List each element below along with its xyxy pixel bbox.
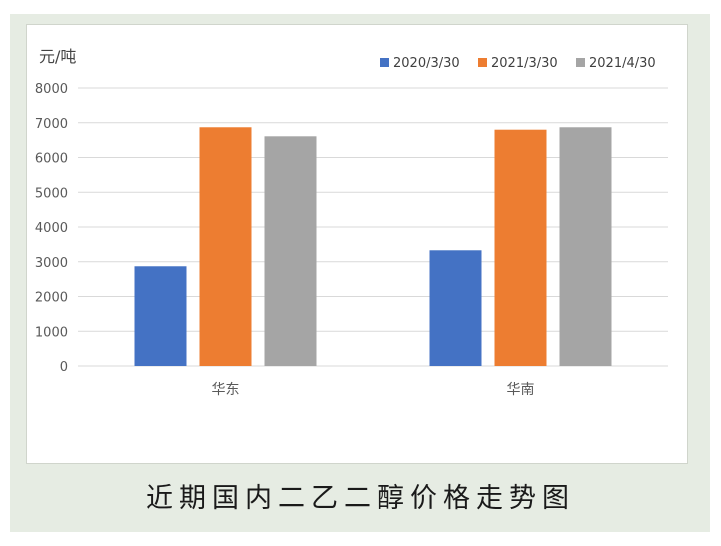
bars-layer xyxy=(134,127,612,366)
figure-caption: 近期国内二乙二醇价格走势图 xyxy=(146,483,575,514)
bar xyxy=(559,127,612,366)
y-tick-label: 1000 xyxy=(35,325,68,340)
legend-label: 2021/4/30 xyxy=(589,56,656,71)
y-tick-label: 8000 xyxy=(35,82,68,97)
legend-swatch xyxy=(576,58,585,67)
y-axis-unit-label: 元/吨 xyxy=(39,47,76,66)
legend: 2020/3/30 2021/3/30 2021/4/30 xyxy=(380,56,656,71)
bar xyxy=(134,266,187,366)
x-category-label: 华东 xyxy=(212,382,240,398)
y-tick-label: 2000 xyxy=(35,291,68,306)
y-tick-label: 6000 xyxy=(35,152,68,167)
bar xyxy=(429,250,482,366)
bar xyxy=(494,129,547,366)
axis-layer: 0 1000 2000 3000 4000 5000 6000 7000 8000 华东 华南 xyxy=(35,82,535,398)
legend-swatch xyxy=(478,58,487,67)
y-tick-label: 7000 xyxy=(35,117,68,132)
y-tick-label: 4000 xyxy=(35,221,68,236)
x-category-label: 华南 xyxy=(507,382,535,398)
bar xyxy=(199,127,252,366)
legend-label: 2020/3/30 xyxy=(393,56,460,71)
y-tick-label: 5000 xyxy=(35,186,68,201)
legend-label: 2021/3/30 xyxy=(491,56,558,71)
y-tick-label: 3000 xyxy=(35,256,68,271)
legend-swatch xyxy=(380,58,389,67)
bar xyxy=(264,136,317,366)
y-tick-label: 0 xyxy=(60,360,68,375)
